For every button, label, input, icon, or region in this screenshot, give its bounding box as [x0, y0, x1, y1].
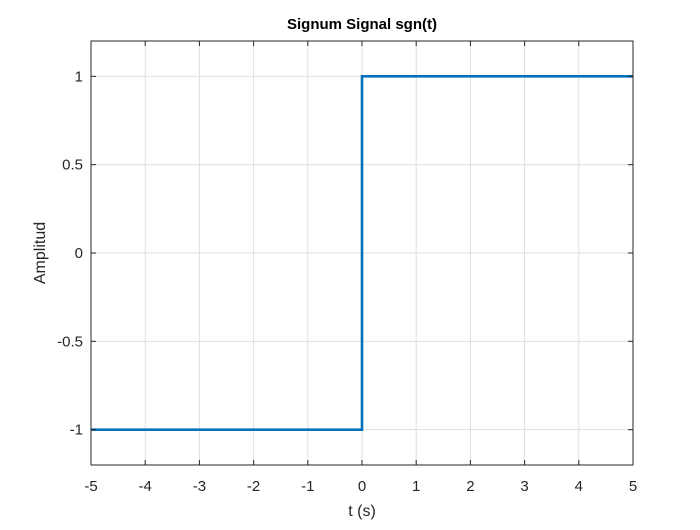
y-tick-label: 1: [75, 68, 83, 85]
x-tick-label: 4: [575, 478, 583, 495]
x-tick-label: 3: [520, 478, 528, 495]
x-tick-label: 0: [358, 478, 366, 495]
x-tick-label: -2: [247, 478, 260, 495]
x-tick-label: -1: [301, 478, 314, 495]
x-tick-label: 5: [629, 478, 637, 495]
x-tick-label: -4: [139, 478, 152, 495]
x-tick-label: -3: [193, 478, 206, 495]
tick-layer: -5 -4 -3 -2 -1 0 1 2 3 4 5 -1 -0.5 0 0.5 1: [57, 41, 637, 495]
x-tick-label: 1: [412, 478, 420, 495]
x-axis-label: t (s): [348, 503, 376, 520]
y-axis-label: Amplitud: [32, 222, 49, 284]
x-tick-label: 2: [466, 478, 474, 495]
y-tick-label: 0.5: [62, 157, 83, 174]
y-tick-label: -0.5: [57, 333, 83, 350]
series-layer: [91, 75, 633, 431]
x-tick-label: -5: [84, 478, 97, 495]
chart-title: Signum Signal sgn(t): [287, 16, 437, 33]
y-tick-label: -1: [70, 422, 83, 439]
series-line-0: [91, 75, 633, 431]
y-tick-label: 0: [75, 245, 83, 262]
